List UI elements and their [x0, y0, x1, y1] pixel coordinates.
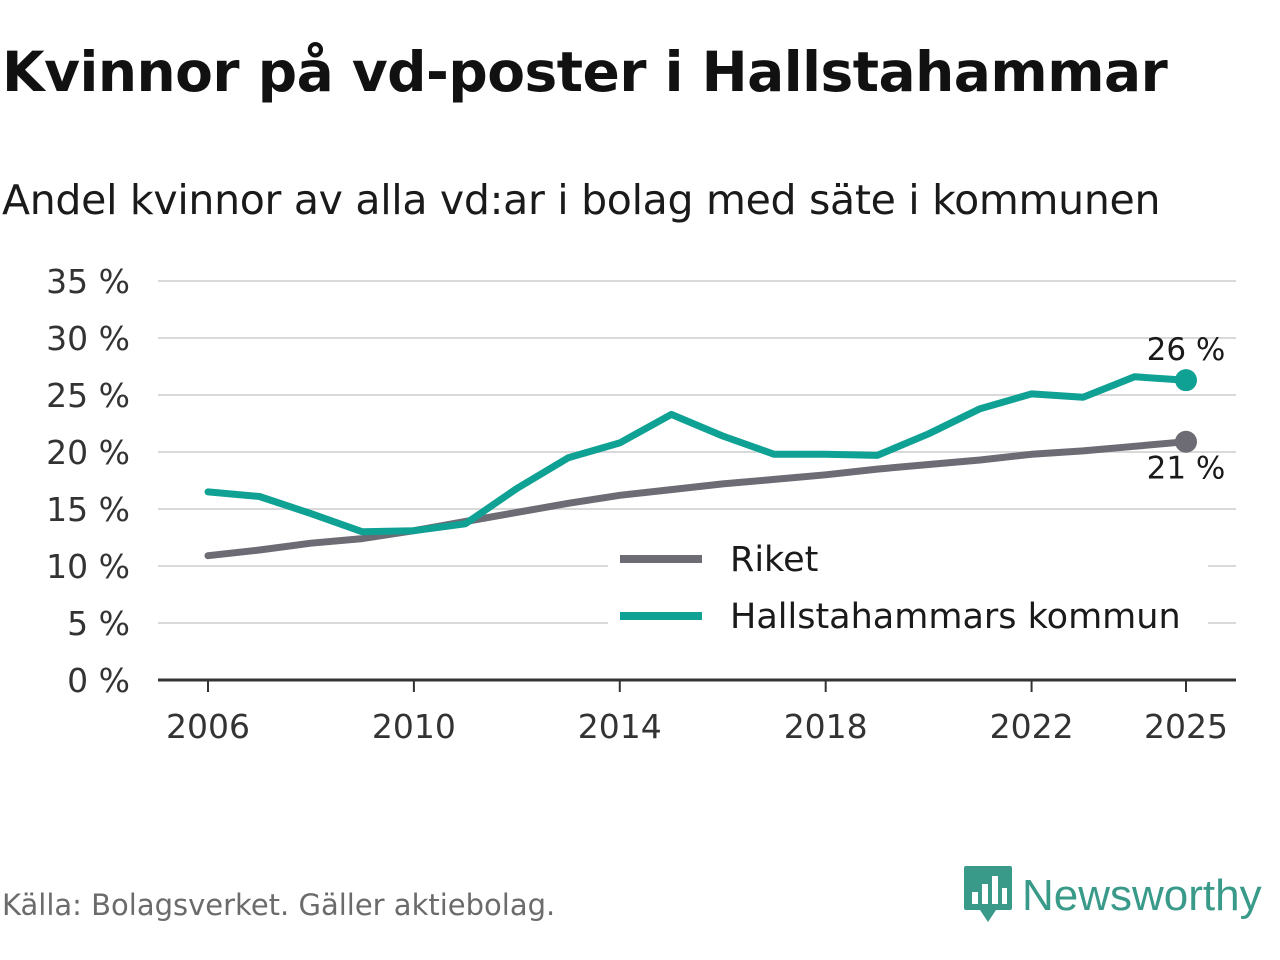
chart-title: Kvinnor på vd-poster i Hallstahammar [2, 40, 1168, 104]
chart-subtitle: Andel kvinnor av alla vd:ar i bolag med … [2, 176, 1161, 224]
y-tick-label: 35 % [46, 262, 130, 301]
y-tick-label: 20 % [46, 433, 130, 472]
end-point-riket [1175, 430, 1197, 453]
legend-label-kommun: Hallstahammars kommun [730, 597, 1181, 637]
brand[interactable]: Newsworthy [962, 864, 1262, 928]
end-label-kommun: 26 % [1147, 332, 1226, 368]
end-labels: 21 % 26 % [1147, 332, 1226, 487]
series-line-riket [204, 438, 1190, 560]
y-tick-label: 15 % [46, 490, 130, 529]
x-tick-label: 2010 [372, 707, 456, 746]
end-point-kommun [1175, 369, 1197, 392]
legend: Riket Hallstahammars kommun [608, 528, 1208, 638]
end-label-riket: 21 % [1147, 451, 1226, 487]
series-line-kommun [204, 373, 1190, 536]
y-tick-label: 30 % [46, 319, 130, 358]
y-tick-label: 10 % [46, 547, 130, 586]
x-tick-label: 2022 [990, 707, 1074, 746]
x-tick-label: 2006 [166, 707, 250, 746]
y-tick-label: 25 % [46, 376, 130, 415]
y-axis-ticks: 0 % 5 % 10 % 15 % 20 % 25 % 30 % 35 % [46, 262, 130, 700]
x-tick-label: 2014 [578, 707, 662, 746]
source-note: Källa: Bolagsverket. Gäller aktiebolag. [2, 888, 556, 922]
x-axis: 2006 2010 2014 2018 2022 2025 [158, 678, 1236, 746]
x-tick-label: 2018 [784, 707, 868, 746]
y-tick-label: 5 % [67, 604, 130, 643]
newsworthy-logo-icon [964, 866, 1012, 922]
x-tick-label: 2025 [1144, 707, 1228, 746]
y-tick-label: 0 % [67, 661, 130, 700]
brand-name: Newsworthy [1022, 871, 1262, 920]
data-series [204, 369, 1197, 560]
legend-label-riket: Riket [730, 540, 818, 580]
legend-background [608, 528, 1208, 638]
